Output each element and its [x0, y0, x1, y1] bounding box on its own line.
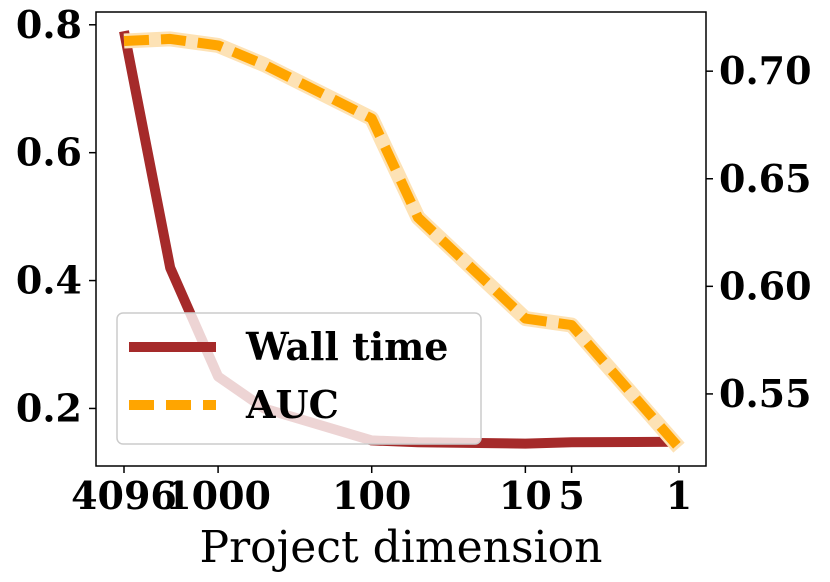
auc-point-5 — [571, 324, 573, 326]
auc-line — [123, 33, 683, 451]
x-tick-label-10: 10 — [499, 473, 552, 518]
legend-wall-time-label: Wall time — [245, 324, 448, 369]
auc-point-50 — [417, 217, 419, 219]
y-right-tick-label-0.60: 0.60 — [719, 263, 812, 308]
auc-point-4096 — [123, 40, 125, 42]
wall-time-point-10 — [524, 443, 526, 445]
auc-point-10 — [524, 318, 526, 320]
x-tick-label-4096: 4096 — [71, 473, 177, 518]
y-left-tick-label-0.6: 0.6 — [16, 130, 82, 175]
auc-point-1000 — [217, 44, 219, 46]
x-tick-label-1000: 1000 — [165, 473, 271, 518]
wall-time-point-5 — [571, 441, 573, 443]
y-right-tick-label-0.65: 0.65 — [719, 156, 812, 201]
x-axis-title: Project dimension — [200, 522, 603, 573]
auc-point-2048 — [169, 38, 171, 40]
y-left-tick-label-0.4: 0.4 — [16, 258, 82, 303]
y-left-tick-label-0.2: 0.2 — [16, 385, 82, 430]
legend: Wall time AUC — [116, 312, 482, 445]
x-tick-label-5: 5 — [558, 473, 584, 518]
wall-time-point-4096 — [123, 30, 125, 32]
y-left-tick-label-0.8: 0.8 — [16, 2, 82, 47]
y-right-tick-label-0.55: 0.55 — [719, 371, 812, 416]
x-tick-label-1: 1 — [666, 473, 692, 518]
legend-auc-label: AUC — [245, 382, 339, 427]
x-tick-label-100: 100 — [332, 473, 411, 518]
wall-time-point-2048 — [169, 267, 171, 269]
plot-frame — [95, 11, 707, 467]
y-right-tick-label-0.70: 0.70 — [719, 48, 812, 93]
auc-point-100 — [371, 118, 373, 120]
auc-point-1 — [678, 447, 680, 449]
auc-point-500 — [263, 64, 265, 66]
